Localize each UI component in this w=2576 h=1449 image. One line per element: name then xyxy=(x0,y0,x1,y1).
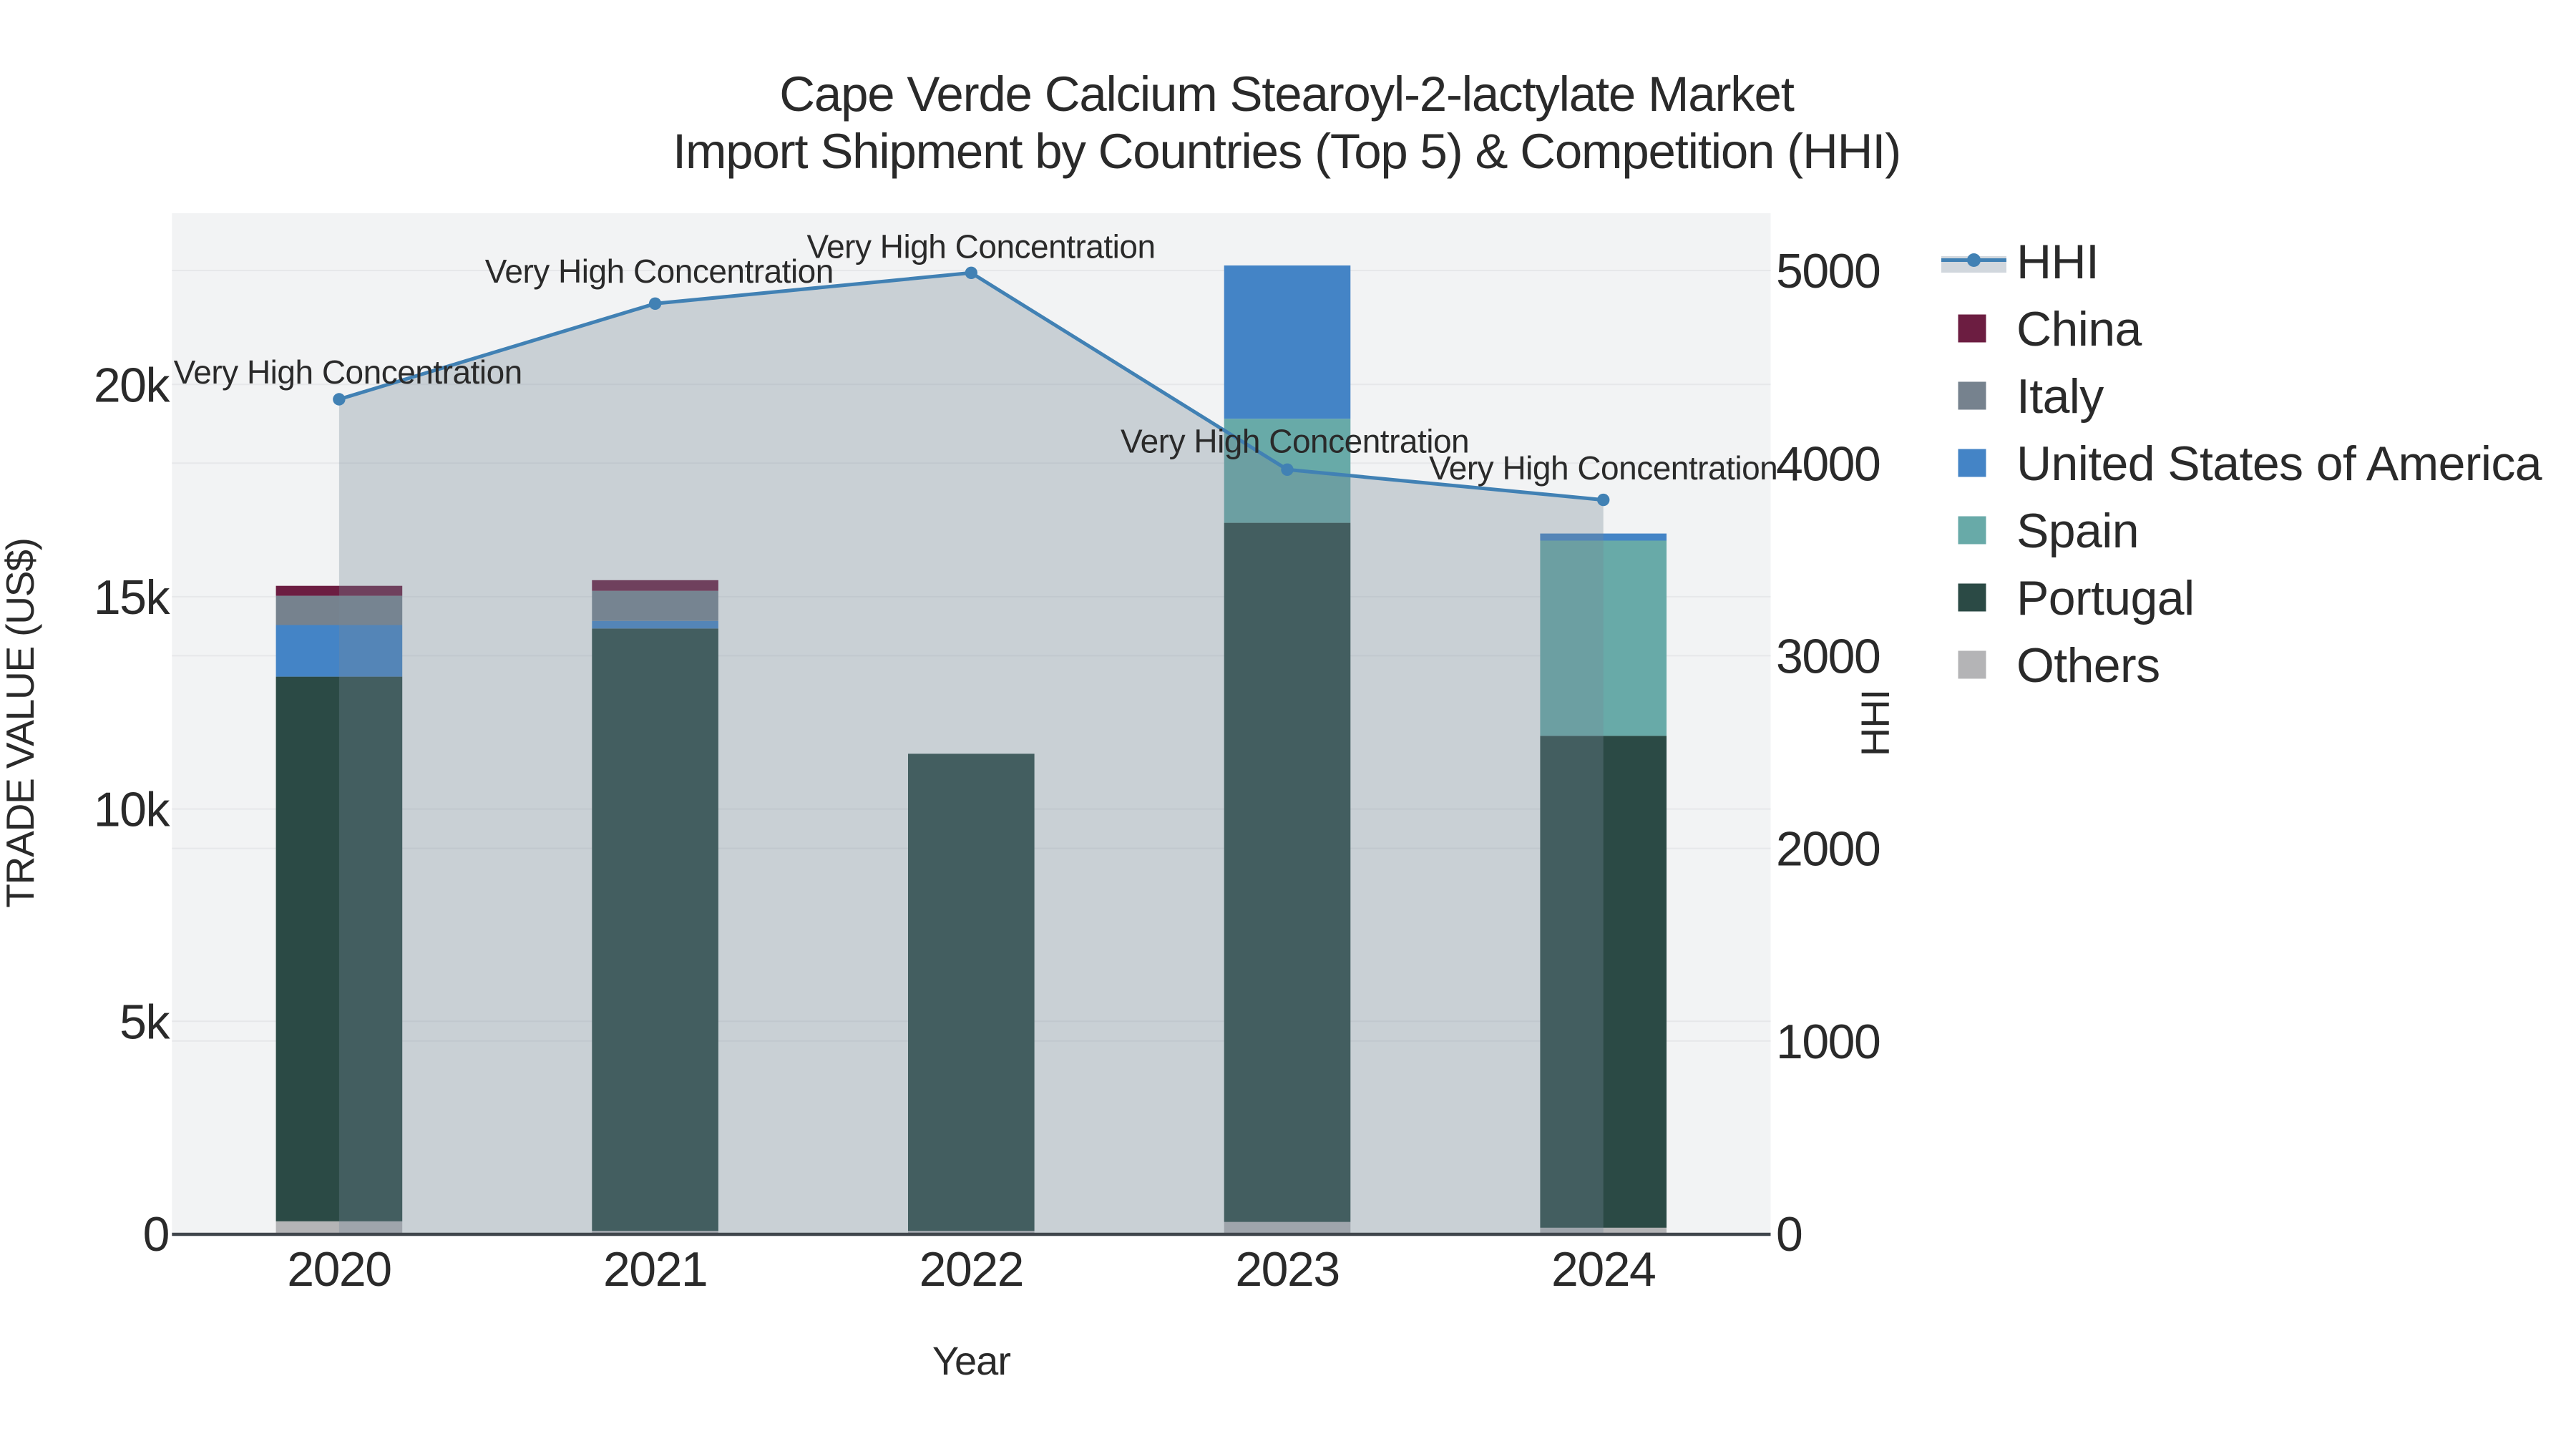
svg-text:5000: 5000 xyxy=(1776,244,1880,298)
svg-text:3000: 3000 xyxy=(1776,630,1880,684)
svg-text:Year: Year xyxy=(932,1338,1011,1383)
svg-text:Spain: Spain xyxy=(2016,504,2139,558)
svg-text:Very High Concentration: Very High Concentration xyxy=(485,253,834,290)
svg-text:2022: 2022 xyxy=(919,1242,1023,1297)
svg-text:HHI: HHI xyxy=(1853,690,1898,756)
svg-text:5k: 5k xyxy=(119,995,170,1049)
svg-text:0: 0 xyxy=(143,1207,169,1262)
svg-text:Very High Concentration: Very High Concentration xyxy=(806,228,1155,265)
svg-text:Very High Concentration: Very High Concentration xyxy=(1121,423,1469,460)
svg-text:Portugal: Portugal xyxy=(2016,571,2194,625)
svg-text:China: China xyxy=(2016,302,2142,356)
svg-text:2024: 2024 xyxy=(1551,1242,1655,1297)
svg-text:HHI: HHI xyxy=(2016,235,2099,289)
svg-text:15k: 15k xyxy=(94,570,171,625)
svg-text:Cape Verde Calcium Stearoyl-2-: Cape Verde Calcium Stearoyl-2-lactylate … xyxy=(779,67,1794,122)
svg-text:United States of America: United States of America xyxy=(2016,436,2542,491)
svg-text:0: 0 xyxy=(1776,1207,1802,1262)
svg-text:TRADE VALUE (US$): TRADE VALUE (US$) xyxy=(0,538,42,907)
svg-text:Very High Concentration: Very High Concentration xyxy=(174,353,522,391)
svg-text:1000: 1000 xyxy=(1776,1015,1880,1069)
svg-text:2021: 2021 xyxy=(603,1242,707,1297)
svg-text:2020: 2020 xyxy=(287,1242,391,1297)
svg-text:2023: 2023 xyxy=(1235,1242,1339,1297)
svg-text:Italy: Italy xyxy=(2016,369,2104,424)
svg-text:4000: 4000 xyxy=(1776,436,1880,491)
svg-text:Import Shipment by Countries (: Import Shipment by Countries (Top 5) & C… xyxy=(673,124,1901,179)
svg-text:Very High Concentration: Very High Concentration xyxy=(1429,449,1777,487)
svg-text:10k: 10k xyxy=(94,783,171,837)
svg-text:2000: 2000 xyxy=(1776,822,1880,877)
svg-text:Others: Others xyxy=(2016,638,2160,693)
svg-text:20k: 20k xyxy=(94,358,171,412)
